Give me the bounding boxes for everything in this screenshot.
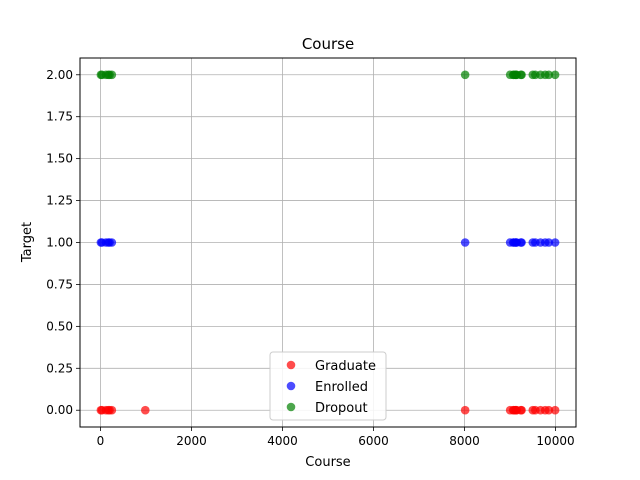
legend-label: Dropout [315, 401, 368, 416]
y-tick-label: 1.00 [46, 236, 73, 250]
data-point [517, 238, 526, 247]
x-tick-label: 2000 [176, 434, 207, 448]
data-point [544, 238, 554, 247]
data-point [460, 70, 470, 80]
data-point [107, 405, 117, 415]
series-dropout [96, 70, 560, 80]
data-point [517, 70, 526, 80]
y-tick-label: 0.00 [46, 403, 73, 417]
x-axis: 0 2000 4000 6000 8000 10000 [97, 427, 575, 448]
x-axis-label: Course [305, 455, 350, 470]
legend: Graduate Enrolled Dropout [269, 351, 387, 421]
legend-marker [286, 402, 296, 412]
chart-title: Course [302, 35, 354, 53]
data-point [517, 405, 526, 415]
legend-box [269, 351, 387, 421]
y-tick-label: 1.50 [46, 152, 73, 166]
y-tick-label: 0.25 [46, 361, 73, 375]
x-tick-label: 10000 [536, 434, 574, 448]
y-tick-label: 0.75 [46, 277, 73, 291]
legend-label: Graduate [315, 359, 376, 374]
x-tick-label: 4000 [267, 434, 298, 448]
y-axis: 0.00 0.25 0.50 0.75 1.00 1.25 1.50 1.75 2.00 [46, 68, 80, 417]
data-point [544, 70, 554, 80]
data-point [460, 238, 470, 247]
data-point [460, 405, 470, 415]
y-axis-label: Target [20, 222, 35, 263]
x-tick-label: 6000 [358, 434, 389, 448]
x-tick-label: 8000 [449, 434, 480, 448]
series-enrolled [96, 238, 560, 247]
data-point [107, 70, 117, 80]
y-tick-label: 1.75 [46, 110, 73, 124]
legend-marker [286, 360, 296, 370]
data-point [140, 405, 150, 415]
data-point [550, 238, 560, 247]
legend-marker [286, 381, 296, 391]
data-point [107, 238, 117, 247]
y-tick-label: 0.50 [46, 319, 73, 333]
data-point [550, 405, 560, 415]
data-point [550, 70, 560, 80]
y-tick-label: 2.00 [46, 68, 73, 82]
data-point [544, 405, 554, 415]
x-tick-label: 0 [97, 434, 105, 448]
legend-label: Enrolled [315, 380, 368, 395]
scatter-points [96, 70, 560, 415]
series-graduate [96, 405, 560, 415]
y-tick-label: 1.25 [46, 194, 73, 208]
